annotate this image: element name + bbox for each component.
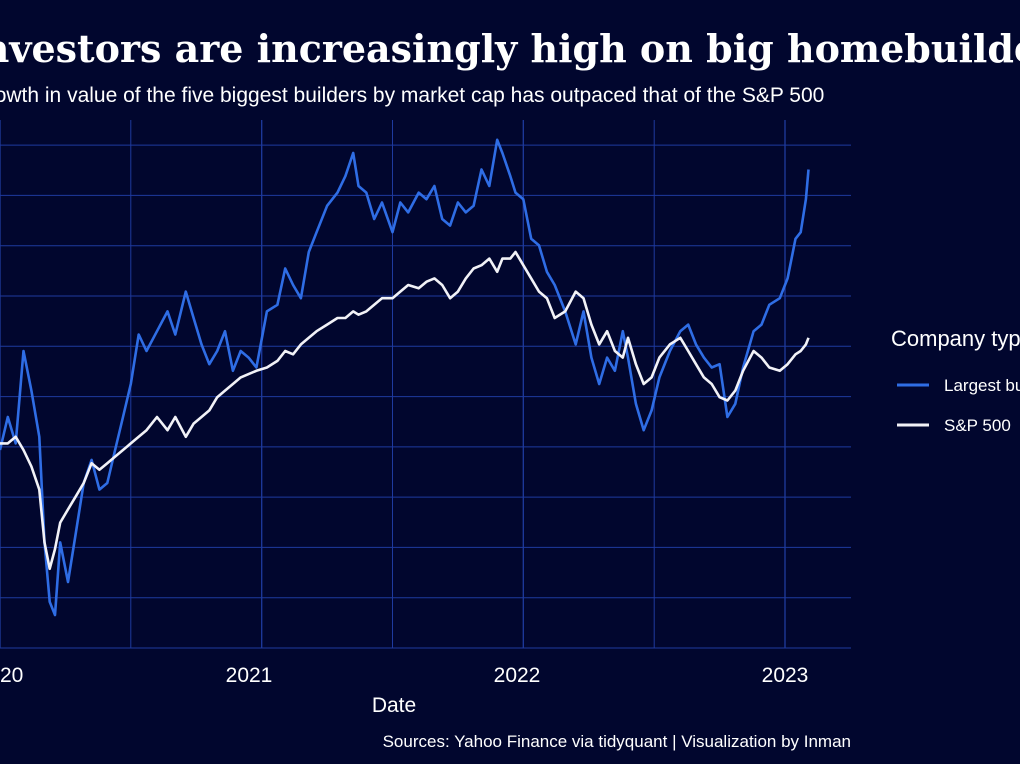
chart-caption: Sources: Yahoo Finance via tidyquant | V…	[383, 732, 851, 751]
chart-subtitle: The growth in value of the five biggest …	[0, 84, 824, 107]
legend: Company type Largest builders S&P 500	[891, 326, 1020, 435]
x-tick-label: 2021	[226, 664, 273, 687]
series-line-sp500	[0, 250, 810, 571]
gridlines	[0, 120, 851, 649]
legend-title: Company type	[891, 326, 1020, 351]
legend-label-sp500: S&P 500	[944, 416, 1011, 435]
series-line-largest-builders	[0, 138, 810, 617]
x-tick-label: 2022	[494, 664, 541, 687]
series-layer	[0, 138, 810, 617]
chart-title: Investors are increasingly high on big h…	[0, 26, 1020, 71]
legend-label-largest-builders: Largest builders	[944, 376, 1020, 395]
x-tick-label: 2023	[762, 664, 809, 687]
x-axis-title: Date	[372, 694, 416, 717]
